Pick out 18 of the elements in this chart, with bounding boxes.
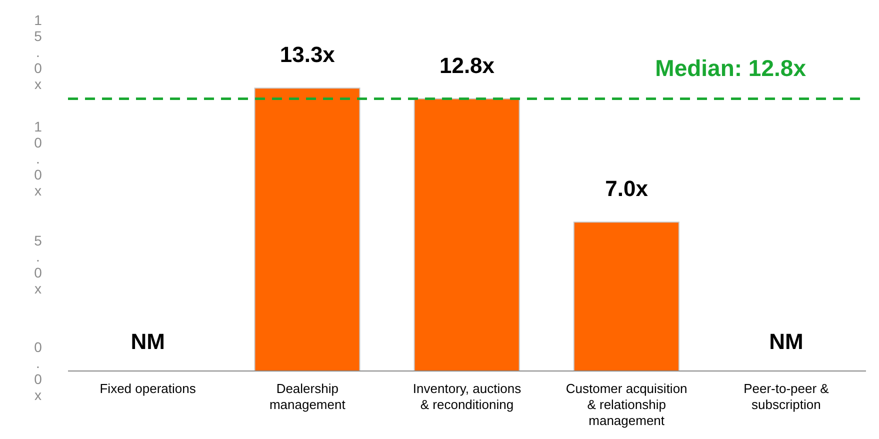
data-label: 7.0x — [605, 176, 649, 202]
x-tick-label: Customer acquisition & relationship management — [566, 381, 688, 428]
x-tick-label: Fixed operations — [100, 381, 196, 396]
x-tick-label: Inventory, auctions & reconditioning — [412, 381, 522, 412]
bar — [573, 222, 680, 371]
bar — [414, 98, 520, 371]
x-tick-label: Dealership management — [269, 381, 346, 412]
text: NM — [130, 329, 165, 354]
data-label: 13.3x — [280, 42, 336, 68]
y-tick-label: 10.0x — [34, 118, 42, 198]
ref-line-label: Median: 12.8x — [655, 55, 806, 82]
y-tick-label: 0.0x — [34, 339, 42, 403]
y-tick-label: 5.0x — [34, 232, 42, 297]
y-tick-label: 15.0x — [34, 12, 42, 92]
text: NM — [769, 329, 804, 354]
x-tick-label: Peer-to-peer & subscription — [744, 381, 830, 412]
data-label: 12.8x — [439, 52, 496, 78]
bar — [254, 88, 360, 371]
